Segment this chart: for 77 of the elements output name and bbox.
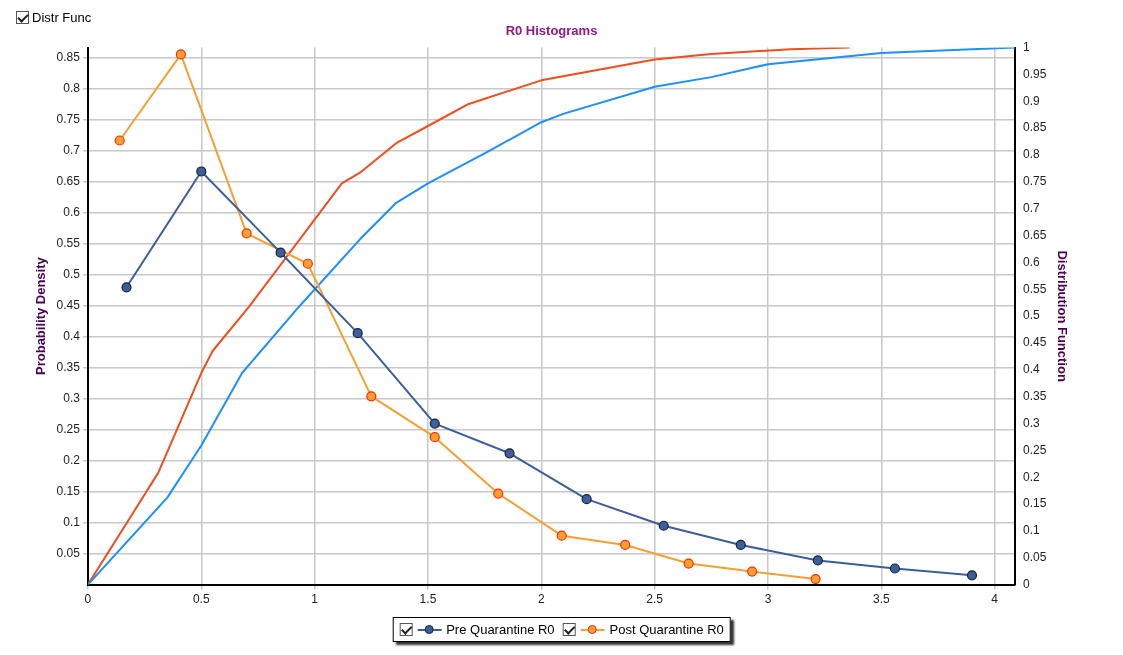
point — [352, 328, 363, 339]
point — [121, 282, 132, 293]
y-tick-label: 0.85 — [56, 50, 81, 65]
y-tick-label: 0.15 — [56, 484, 81, 499]
point — [429, 432, 440, 443]
x-tick-label: 1 — [311, 592, 319, 607]
y2-tick-label: 0.8 — [1023, 147, 1041, 162]
y-tick-label: 0.75 — [56, 112, 81, 127]
y2-tick-label: 0.75 — [1023, 174, 1047, 189]
y2-tick-label: 0.15 — [1023, 496, 1047, 511]
y2-tick-label: 0.3 — [1023, 415, 1041, 430]
y2-tick-label: 0.95 — [1023, 66, 1047, 81]
x-tick-label: 0.5 — [192, 592, 210, 607]
y2-tick-label: 0.55 — [1023, 281, 1047, 296]
y-tick-label: 0.8 — [63, 81, 81, 96]
text: Distr Func — [32, 10, 92, 25]
y-tick-label: 0.7 — [63, 143, 81, 158]
y-tick-label: 0.2 — [63, 453, 81, 468]
y2-tick-label: 0.1 — [1023, 523, 1041, 538]
y2-tick-label: 0.2 — [1023, 469, 1041, 484]
legend-label: Pre Quarantine R0 — [446, 622, 555, 637]
point — [966, 570, 978, 581]
point — [735, 539, 746, 551]
y-axis-title: Probability Density — [33, 256, 49, 375]
chart-title: R0 Histograms — [505, 23, 598, 39]
y-tick-label: 0.35 — [56, 360, 81, 375]
point — [581, 494, 592, 505]
x-tick-label: 2.5 — [646, 592, 664, 607]
point — [812, 555, 823, 566]
point — [175, 49, 186, 60]
point — [504, 448, 515, 459]
point — [889, 563, 901, 574]
y-tick-label: 0.4 — [63, 329, 81, 344]
y-tick-label: 0.45 — [56, 298, 81, 313]
point — [658, 520, 669, 531]
y2-tick-label: 0.6 — [1023, 254, 1041, 269]
point — [683, 558, 694, 569]
x-tick-label: 3.5 — [872, 592, 890, 607]
y2-tick-label: 0.25 — [1023, 442, 1047, 457]
y2-tick-label: 0.9 — [1023, 93, 1041, 108]
point — [429, 418, 440, 429]
x-tick-label: 0 — [84, 592, 92, 607]
y-tick-label: 0.5 — [63, 267, 81, 282]
point — [302, 258, 313, 269]
y2-tick-label: 0.45 — [1023, 335, 1047, 350]
x-tick-label: 4 — [991, 592, 999, 607]
point — [493, 488, 504, 499]
point — [747, 566, 758, 577]
point — [366, 391, 377, 402]
y-tick-label: 0.65 — [56, 174, 81, 189]
point — [620, 539, 631, 551]
x-tick-label: 3 — [764, 592, 772, 607]
point — [810, 573, 821, 585]
legend-label: Post Quarantine R0 — [609, 622, 724, 637]
y2-tick-label: 0.05 — [1023, 550, 1047, 565]
y2-tick-label: 1 — [1023, 39, 1031, 54]
y2-tick-label: 0.4 — [1023, 362, 1041, 377]
point — [556, 530, 567, 541]
y2-axis-title: Distribution Function — [1054, 250, 1070, 382]
y-tick-label: 0.05 — [56, 545, 81, 560]
x-tick-label: 1.5 — [419, 592, 437, 607]
x-tick-label: 2 — [537, 592, 545, 607]
y2-tick-label: 0.7 — [1023, 201, 1041, 216]
y2-tick-label: 0.65 — [1023, 227, 1047, 242]
y-tick-label: 0.1 — [63, 514, 81, 529]
point — [114, 135, 125, 146]
y-tick-label: 0.3 — [63, 391, 81, 406]
y-tick-label: 0.25 — [56, 422, 81, 437]
point — [196, 166, 207, 177]
y2-tick-label: 0 — [1023, 576, 1031, 591]
y2-tick-label: 0.5 — [1023, 308, 1041, 323]
point — [275, 247, 286, 258]
point — [241, 228, 252, 239]
y2-tick-label: 0.85 — [1023, 120, 1047, 135]
y-tick-label: 0.55 — [56, 236, 81, 251]
y-tick-label: 0.6 — [63, 205, 81, 220]
y2-tick-label: 0.35 — [1023, 388, 1047, 403]
